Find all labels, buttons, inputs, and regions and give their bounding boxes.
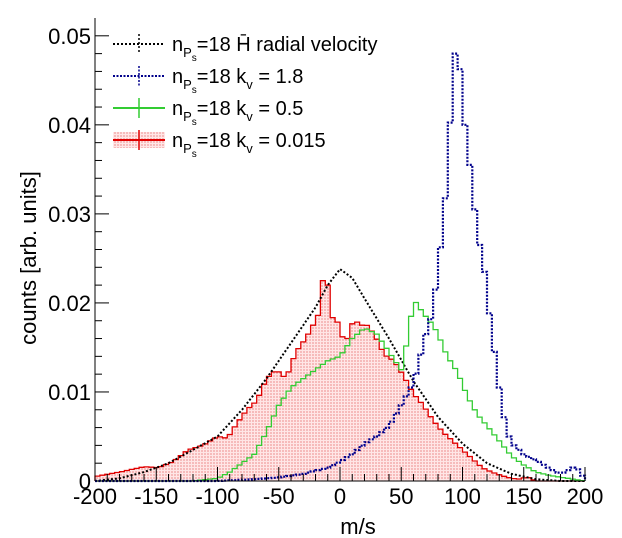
legend-label: nPs=18 kv = 0.015 bbox=[172, 130, 326, 160]
legend-entry-kv0015: nPs=18 kv = 0.015 bbox=[113, 130, 326, 160]
y-axis-label: counts [arb. units] bbox=[16, 171, 41, 345]
x-tick-label: 50 bbox=[389, 484, 413, 509]
series-line-radial bbox=[94, 267, 585, 482]
legend-entry-kv05: nPs=18 kv = 0.5 bbox=[113, 98, 303, 128]
legend-entry-radial: nPs=18 H̄ radial velocity bbox=[113, 33, 377, 64]
series-kv0015 bbox=[94, 280, 585, 482]
x-tick-label: -200 bbox=[73, 484, 117, 509]
x-tick-label: 200 bbox=[567, 484, 604, 509]
y-tick-label: 0.03 bbox=[48, 202, 91, 227]
x-axis-label: m/s bbox=[340, 514, 375, 538]
legend-label: nPs=18 kv = 1.8 bbox=[172, 66, 303, 96]
y-tick-label: 0.05 bbox=[48, 24, 91, 49]
x-tick-label: 0 bbox=[334, 484, 346, 509]
legend-label: nPs=18 kv = 0.5 bbox=[172, 98, 303, 128]
series-radial bbox=[94, 267, 585, 482]
x-tick-label: 100 bbox=[444, 484, 481, 509]
y-tick-label: 0.04 bbox=[48, 113, 91, 138]
x-tick-label: -100 bbox=[195, 484, 239, 509]
x-tick-label: 150 bbox=[505, 484, 542, 509]
x-tick-label: -150 bbox=[134, 484, 178, 509]
legend-entry-kv18: nPs=18 kv = 1.8 bbox=[113, 66, 303, 96]
series-fill-kv0015 bbox=[95, 280, 585, 481]
series-line-kv0015 bbox=[94, 280, 585, 482]
y-tick-label: 0.02 bbox=[48, 291, 91, 316]
plot-area bbox=[94, 52, 587, 483]
x-tick-label: -50 bbox=[263, 484, 295, 509]
y-tick-label: 0.01 bbox=[48, 380, 91, 405]
legend-label: nPs=18 H̄ radial velocity bbox=[172, 33, 377, 64]
y-tick-label: 0 bbox=[79, 469, 91, 494]
ticks: -200 -150 -100 -50 0 50 100 150 200 0 0.01 0.02 0.03… bbox=[48, 24, 603, 509]
